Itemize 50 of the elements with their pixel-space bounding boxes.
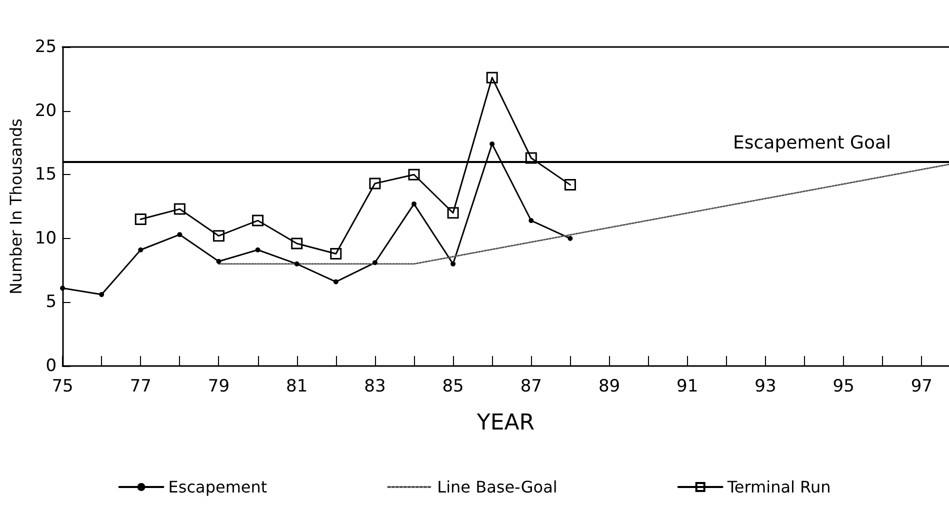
y-tick-label: 20 [34, 100, 57, 121]
x-tick-label: 93 [754, 376, 776, 396]
x-tick-label: 83 [364, 376, 386, 396]
point [330, 248, 342, 260]
point [525, 152, 537, 164]
legend-label: Terminal Run [726, 478, 831, 496]
point [408, 168, 420, 180]
x-axis-title: YEAR [476, 410, 535, 436]
ref-line-label: Escapement Goal [733, 132, 891, 154]
x-tick-label: 77 [130, 376, 152, 396]
y-axis-title: Number In Thousands [6, 118, 26, 294]
y-tick-label: 25 [34, 37, 57, 57]
point [333, 279, 338, 284]
point [291, 238, 303, 250]
x-tick-label: 91 [676, 376, 698, 396]
point [486, 72, 498, 84]
y-tick-label: 15 [34, 164, 57, 185]
x-tick-label: 89 [598, 376, 620, 396]
y-tick-label: 10 [34, 228, 57, 248]
point [252, 214, 264, 226]
point [568, 236, 573, 241]
x-tick-label: 81 [286, 376, 308, 396]
point [99, 292, 104, 298]
point [294, 261, 300, 266]
point [255, 247, 260, 252]
x-tick-label: 79 [208, 376, 230, 396]
point [450, 261, 456, 266]
x-tick-label: 97 [910, 376, 932, 396]
point [447, 207, 459, 219]
point [212, 230, 224, 242]
point [490, 141, 495, 146]
legend-label: Line Base-Goal [437, 478, 558, 496]
point [60, 286, 66, 291]
x-tick-label: 95 [832, 376, 854, 396]
y-tick-label: 5 [46, 292, 57, 312]
x-tick-label: 75 [52, 376, 74, 396]
x-tick-label: 85 [442, 376, 464, 396]
point [138, 247, 144, 252]
point [174, 203, 186, 215]
point [528, 218, 534, 224]
y-tick-label: 0 [46, 356, 57, 376]
point [216, 258, 222, 264]
point [369, 178, 381, 190]
point [177, 232, 182, 238]
point [134, 214, 146, 226]
point [564, 179, 576, 191]
x-tick-label: 87 [520, 376, 542, 396]
point [372, 260, 378, 266]
legend-label: Escapement [168, 478, 268, 496]
point [412, 201, 416, 206]
